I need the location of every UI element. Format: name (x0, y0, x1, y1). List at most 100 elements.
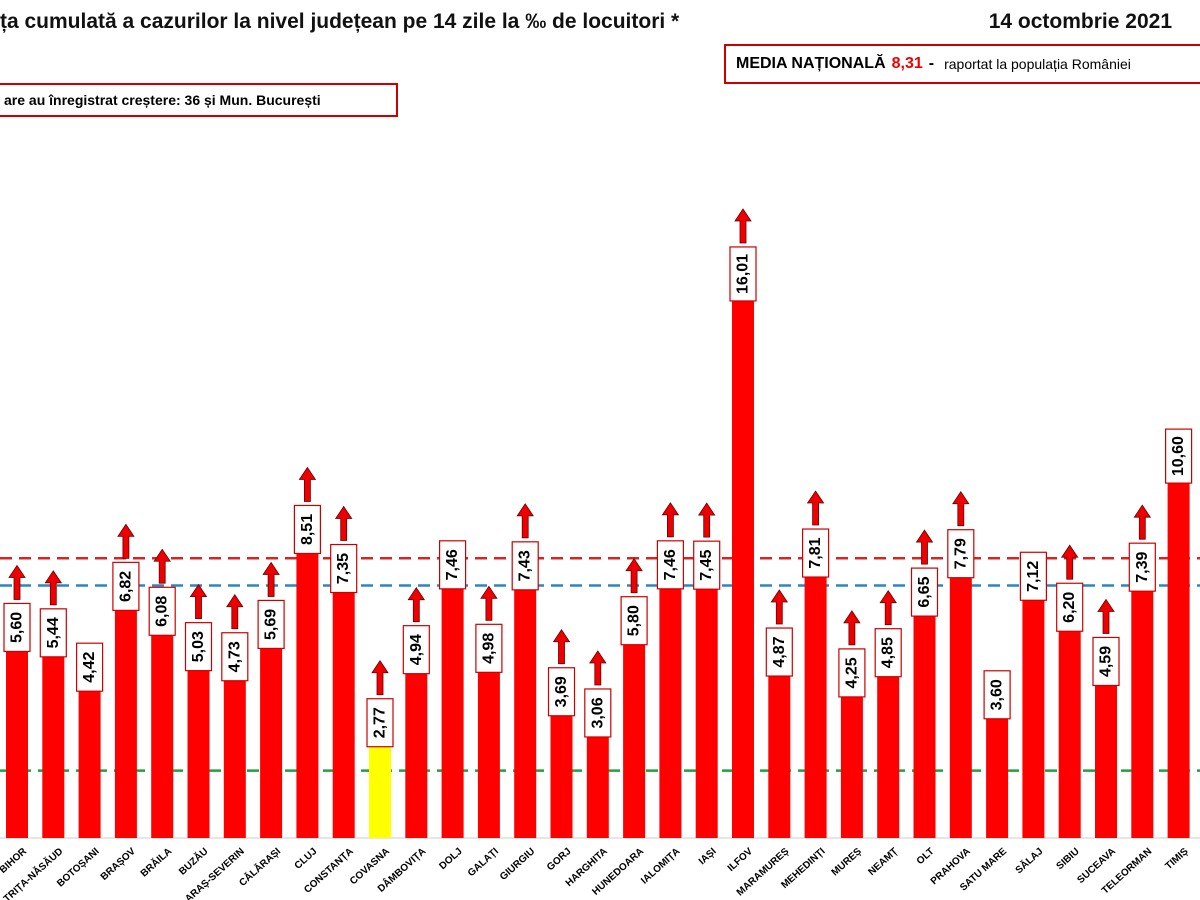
category-label-32: TIMIȘ (1163, 846, 1190, 872)
value-label-6: 4,73 (226, 641, 243, 672)
value-label-14: 7,43 (517, 550, 534, 581)
increase-arrow-icon (625, 557, 643, 594)
value-box-2 (75, 642, 104, 692)
category-label-18: IALOMIȚA (639, 846, 682, 887)
value-box-1 (39, 608, 67, 658)
category-label-0: BIHOR (0, 846, 30, 876)
bar-27 (986, 716, 1009, 838)
value-label-19: 7,45 (698, 549, 715, 580)
value-box-18 (656, 540, 685, 590)
bar-17 (623, 642, 646, 838)
value-box-10 (366, 698, 394, 748)
value-box-30 (1092, 636, 1120, 687)
value-label-12: 7,46 (444, 549, 461, 580)
increase-arrow-icon (226, 594, 244, 630)
increase-arrow-icon (1097, 598, 1115, 634)
bar-6 (223, 678, 246, 838)
value-label-18: 7,46 (662, 549, 679, 580)
value-label-5: 5,03 (190, 631, 207, 662)
category-label-5: BUZĂU (176, 845, 211, 878)
category-label-24: NEAMȚ (866, 846, 900, 878)
bar-23 (840, 694, 863, 838)
value-label-29: 6,20 (1061, 592, 1078, 623)
value-box-17 (620, 596, 648, 646)
value-box-9 (330, 543, 358, 594)
increase-arrow-icon (516, 503, 534, 539)
bar-25 (913, 614, 936, 838)
value-label-31: 7,39 (1134, 552, 1151, 583)
increase-arrow-icon (915, 529, 934, 565)
increase-arrow-icon (334, 505, 353, 541)
bar-19 (695, 587, 718, 838)
bar-13 (477, 670, 500, 838)
category-label-8: CLUJ (293, 846, 320, 872)
value-label-1: 5,44 (45, 617, 62, 648)
value-label-9: 7,35 (335, 553, 352, 584)
value-box-22 (801, 528, 830, 578)
value-box-20 (729, 246, 757, 302)
category-label-14: GIURGIU (498, 846, 537, 883)
national-average-separator: - (928, 55, 935, 72)
value-box-3 (112, 561, 140, 611)
value-box-5 (184, 622, 213, 672)
increase-arrow-icon (44, 570, 63, 606)
value-label-20: 16,01 (735, 254, 752, 294)
value-box-27 (983, 670, 1011, 720)
bar-8 (296, 551, 319, 838)
bar-30 (1095, 683, 1117, 838)
national-average-value: 8,31 (891, 55, 923, 72)
value-label-28: 7,12 (1025, 561, 1042, 592)
value-box-7 (257, 599, 285, 650)
increase-arrow-icon (407, 586, 426, 623)
category-label-1: TRIȚA-NĂSĂUD (0, 845, 65, 900)
value-box-31 (1128, 542, 1156, 592)
value-box-13 (475, 623, 503, 673)
value-box-15 (547, 667, 576, 717)
increase-arrow-icon (806, 490, 825, 526)
value-box-6 (221, 632, 249, 682)
increase-arrow-icon (661, 502, 680, 538)
national-average-suffix: raportat la populația României (944, 56, 1131, 72)
value-box-21 (765, 627, 793, 677)
chart-title: ța cumulată a cazurilor la nivel județea… (0, 10, 680, 33)
value-label-13: 4,98 (480, 633, 497, 664)
bar-15 (550, 713, 573, 838)
category-label-3: BRAȘOV (99, 846, 138, 883)
bar-26 (949, 575, 972, 838)
increase-arrow-icon (589, 650, 607, 686)
value-label-3: 6,82 (117, 571, 134, 602)
bar-22 (804, 575, 827, 838)
value-box-29 (1056, 582, 1084, 632)
increase-arrow-icon (734, 208, 752, 244)
bar-21 (768, 674, 791, 838)
value-label-8: 8,51 (299, 514, 316, 545)
increase-arrow-icon (117, 523, 135, 559)
bar-24 (877, 674, 900, 838)
value-label-15: 3,69 (553, 676, 570, 707)
value-box-8 (293, 504, 321, 555)
value-label-4: 6,08 (154, 596, 171, 627)
category-label-20: ILFOV (726, 846, 755, 874)
value-box-14 (511, 541, 539, 591)
value-box-12 (439, 540, 467, 590)
bar-18 (659, 586, 682, 838)
value-box-19 (693, 540, 721, 590)
value-box-4 (148, 586, 176, 636)
bar-10 (369, 744, 391, 838)
bar-4 (151, 633, 174, 838)
increase-arrow-icon (552, 629, 571, 665)
category-label-15: GORJ (545, 846, 573, 873)
bar-14 (514, 587, 537, 838)
increase-arrow-icon (952, 490, 970, 527)
increase-arrow-icon (189, 583, 208, 620)
bar-16 (586, 734, 609, 838)
value-label-10: 2,77 (372, 707, 389, 738)
national-average-label: MEDIA NAȚIONALĂ (736, 55, 886, 72)
value-label-23: 4,25 (843, 657, 860, 688)
value-label-7: 5,69 (263, 609, 280, 640)
increase-arrow-icon (843, 610, 861, 646)
bar-31 (1131, 589, 1154, 838)
value-label-21: 4,87 (771, 636, 788, 667)
value-label-0: 5,60 (9, 612, 26, 643)
